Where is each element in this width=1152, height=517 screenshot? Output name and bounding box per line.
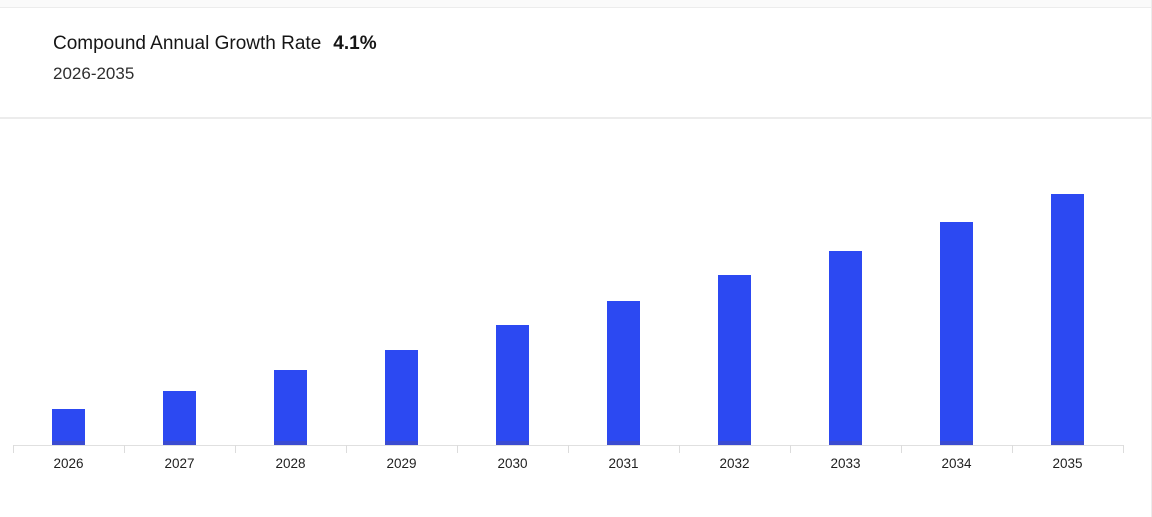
bar-2029[interactable] xyxy=(385,350,418,445)
x-axis-tick xyxy=(13,445,14,453)
x-label-2032: 2032 xyxy=(719,456,750,471)
bar-base-band-2028 xyxy=(274,441,307,445)
x-axis-tick xyxy=(124,445,125,453)
bar-2026[interactable] xyxy=(52,409,85,445)
chart-header: Compound Annual Growth Rate 4.1% xyxy=(53,32,377,56)
x-axis-tick xyxy=(790,445,791,453)
x-label-2033: 2033 xyxy=(830,456,861,471)
cagr-value: 4.1% xyxy=(333,33,377,54)
x-axis-tick xyxy=(568,445,569,453)
x-label-2034: 2034 xyxy=(941,456,972,471)
bar-base-band-2026 xyxy=(52,441,85,445)
bar-base-band-2027 xyxy=(163,441,196,445)
bar-2035[interactable] xyxy=(1051,194,1084,445)
bar-base-band-2031 xyxy=(607,441,640,445)
bar-2032[interactable] xyxy=(718,275,751,445)
bar-2027[interactable] xyxy=(163,391,196,445)
x-axis-tick xyxy=(457,445,458,453)
x-label-2030: 2030 xyxy=(497,456,528,471)
chart-subtitle: 2026-2035 xyxy=(53,64,135,83)
bar-base-band-2029 xyxy=(385,441,418,445)
x-axis-tick xyxy=(679,445,680,453)
bar-base-band-2034 xyxy=(940,441,973,445)
x-axis-tick xyxy=(901,445,902,453)
chart-title: Compound Annual Growth Rate xyxy=(53,33,322,54)
bar-base-band-2032 xyxy=(718,441,751,445)
x-label-2027: 2027 xyxy=(164,456,195,471)
header-divider xyxy=(0,117,1151,119)
top-border-strip xyxy=(0,0,1151,8)
x-axis-tick xyxy=(346,445,347,453)
x-label-2031: 2031 xyxy=(608,456,639,471)
bar-2030[interactable] xyxy=(496,325,529,445)
x-axis-tick xyxy=(1123,445,1124,453)
bar-2033[interactable] xyxy=(829,251,862,445)
x-axis-tick xyxy=(235,445,236,453)
bar-base-band-2030 xyxy=(496,441,529,445)
bar-base-band-2035 xyxy=(1051,441,1084,445)
x-label-2026: 2026 xyxy=(53,456,84,471)
bar-2034[interactable] xyxy=(940,222,973,445)
bar-2028[interactable] xyxy=(274,370,307,445)
x-axis-tick xyxy=(1012,445,1013,453)
x-label-2035: 2035 xyxy=(1052,456,1083,471)
bar-2031[interactable] xyxy=(607,301,640,445)
x-label-2028: 2028 xyxy=(275,456,306,471)
x-label-2029: 2029 xyxy=(386,456,417,471)
bar-base-band-2033 xyxy=(829,441,862,445)
